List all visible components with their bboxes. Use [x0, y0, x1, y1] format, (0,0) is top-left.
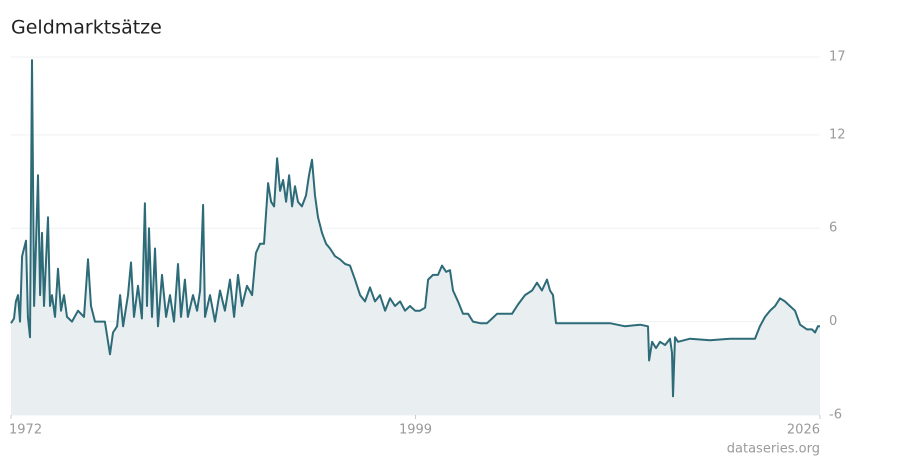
- y-tick-label: 6: [829, 221, 837, 236]
- source: dataseries.org: [727, 442, 820, 457]
- area: [11, 60, 820, 415]
- x-tick-label: 1972: [9, 423, 42, 438]
- y-tick-label: 12: [829, 127, 846, 142]
- y-tick-label: -6: [829, 408, 842, 423]
- x-tick-label: 2026: [787, 423, 820, 438]
- y-tick-label: 0: [829, 314, 837, 329]
- y-tick-label: 17: [829, 50, 846, 65]
- x-tick-label: 1999: [399, 423, 432, 438]
- chart-title: Geldmarktsätze: [11, 17, 162, 39]
- line: [10, 59, 820, 398]
